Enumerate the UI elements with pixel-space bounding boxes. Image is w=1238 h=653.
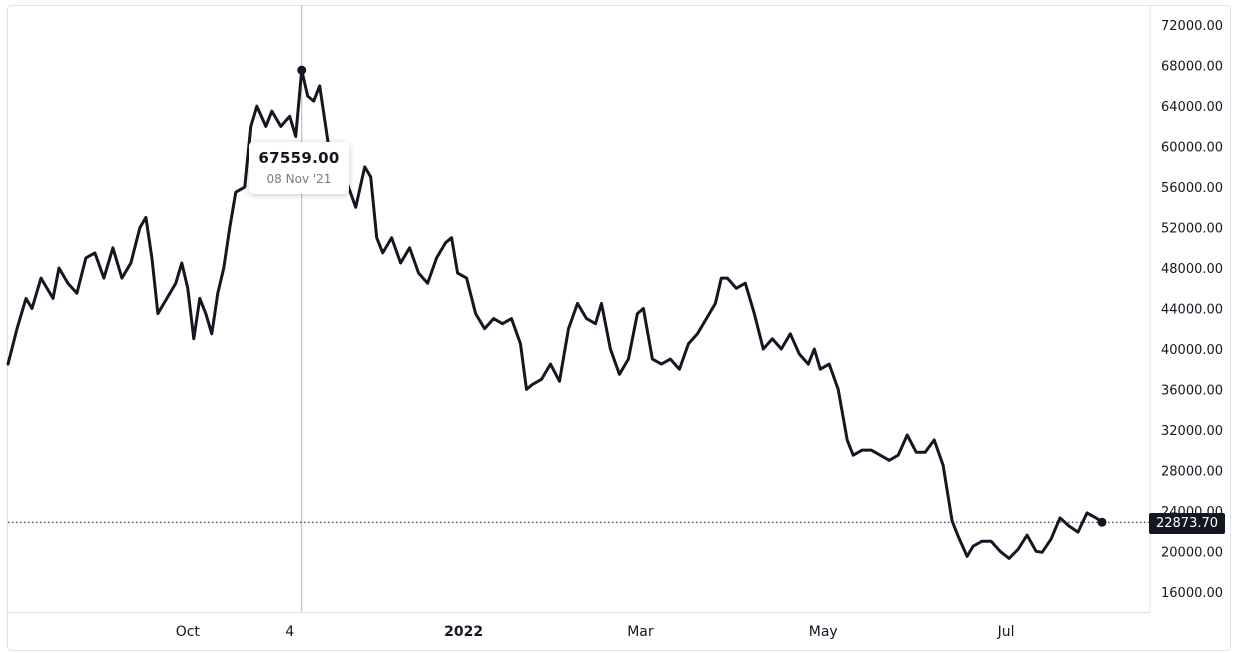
y-tick-label: 16000.00 bbox=[1161, 586, 1223, 601]
x-tick-label: Mar bbox=[627, 624, 654, 640]
x-tick-label: 2022 bbox=[444, 624, 483, 640]
series-line bbox=[6, 68, 1104, 560]
tooltip-date: 08 Nov '21 bbox=[266, 172, 332, 186]
x-tick-label: 4 bbox=[285, 624, 294, 640]
y-tick-label: 64000.00 bbox=[1161, 100, 1223, 115]
markers bbox=[297, 65, 1107, 527]
y-tick-label: 60000.00 bbox=[1161, 141, 1223, 156]
y-tick-label: 36000.00 bbox=[1161, 383, 1223, 398]
y-tick-label: 72000.00 bbox=[1161, 19, 1223, 34]
y-tick-label: 28000.00 bbox=[1161, 464, 1223, 479]
axes bbox=[8, 5, 1151, 613]
y-tick-label: 20000.00 bbox=[1161, 545, 1223, 560]
x-axis-ticks: Oct 4 2022 Mar May Jul bbox=[176, 624, 1015, 640]
last-price-label: 22873.70 bbox=[1149, 513, 1225, 534]
tooltip-value: 67559.00 bbox=[258, 149, 340, 167]
x-tick-label: May bbox=[809, 624, 838, 640]
y-tick-label: 52000.00 bbox=[1161, 222, 1223, 237]
y-tick-label: 68000.00 bbox=[1161, 60, 1223, 75]
y-tick-label: 48000.00 bbox=[1161, 262, 1223, 277]
x-tick-label: Oct bbox=[176, 624, 201, 640]
y-tick-label: 44000.00 bbox=[1161, 303, 1223, 318]
y-tick-label: 32000.00 bbox=[1161, 424, 1223, 439]
y-tick-label: 40000.00 bbox=[1161, 343, 1223, 358]
price-line bbox=[6, 68, 1104, 560]
y-tick-label: 56000.00 bbox=[1161, 181, 1223, 196]
x-tick-label: Jul bbox=[997, 624, 1015, 640]
last-point-marker bbox=[1097, 517, 1107, 527]
crosshair-tooltip: 67559.00 08 Nov '21 bbox=[249, 142, 349, 194]
peak-marker bbox=[297, 65, 307, 75]
